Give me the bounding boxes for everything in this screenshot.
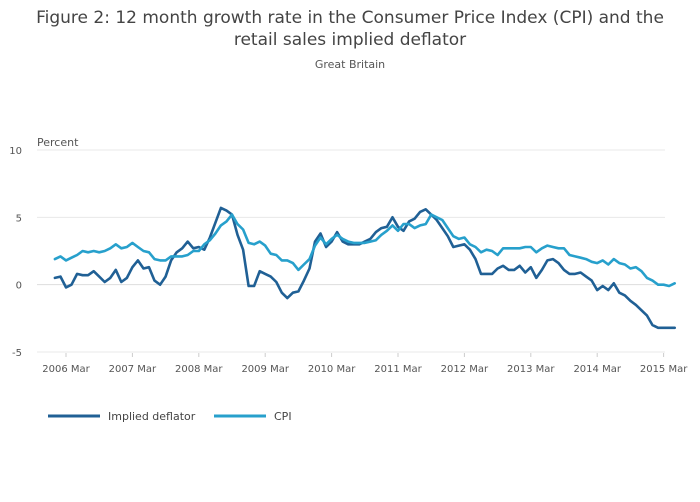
x-tick-label: 2013 Mar <box>507 364 555 375</box>
x-tick-label: 2006 Mar <box>42 364 90 375</box>
x-tick-label: 2010 Mar <box>308 364 356 375</box>
chart-subtitle: Great Britain <box>315 58 385 71</box>
x-tick-label: 2014 Mar <box>573 364 621 375</box>
x-tick-label: 2008 Mar <box>175 364 223 375</box>
y-tick-label: -5 <box>12 348 22 359</box>
x-tick-label: 2009 Mar <box>241 364 289 375</box>
y-tick-label: 10 <box>9 146 22 157</box>
y-tick-label: 5 <box>16 213 22 224</box>
x-tick-label: 2011 Mar <box>374 364 422 375</box>
legend-label-cpi: CPI <box>274 410 292 423</box>
x-tick-labels: 2006 Mar 2007 Mar 2008 Mar 2009 Mar 2010 Mar… <box>42 353 688 375</box>
chart-title-line1: Figure 2: 12 month growth rate in the Co… <box>36 8 664 28</box>
series-line-implied-deflator[interactable] <box>53 206 677 330</box>
x-tick-label: 2007 Mar <box>109 364 157 375</box>
x-tick-label: 2012 Mar <box>441 364 489 375</box>
y-tick-label: 0 <box>16 281 22 292</box>
legend-item-cpi[interactable]: CPI <box>214 410 292 423</box>
x-tick-label: 2015 Mar <box>640 364 688 375</box>
legend-item-implied-deflator[interactable]: Implied deflator <box>48 410 196 423</box>
y-tick-labels: -5 0 5 10 <box>9 146 22 359</box>
grid-lines <box>37 149 665 353</box>
series-lines <box>53 206 677 330</box>
chart-title-line2: retail sales implied deflator <box>234 30 466 50</box>
series-line-cpi[interactable] <box>53 213 677 288</box>
legend: Implied deflator CPI <box>48 410 292 423</box>
y-axis-label: Percent <box>37 136 79 149</box>
legend-label-implied-deflator: Implied deflator <box>108 410 196 423</box>
